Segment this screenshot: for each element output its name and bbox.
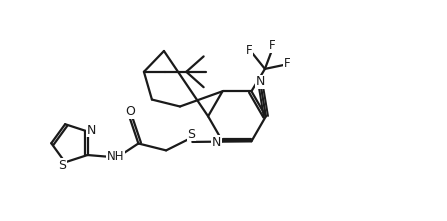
Text: O: O — [125, 105, 135, 118]
Text: S: S — [58, 159, 66, 172]
Text: N: N — [256, 76, 265, 88]
Text: F: F — [269, 39, 275, 52]
Text: S: S — [187, 128, 195, 141]
Text: F: F — [284, 57, 291, 70]
Text: N: N — [212, 135, 221, 149]
Text: F: F — [246, 44, 253, 57]
Text: NH: NH — [106, 151, 124, 164]
Text: N: N — [87, 124, 96, 137]
